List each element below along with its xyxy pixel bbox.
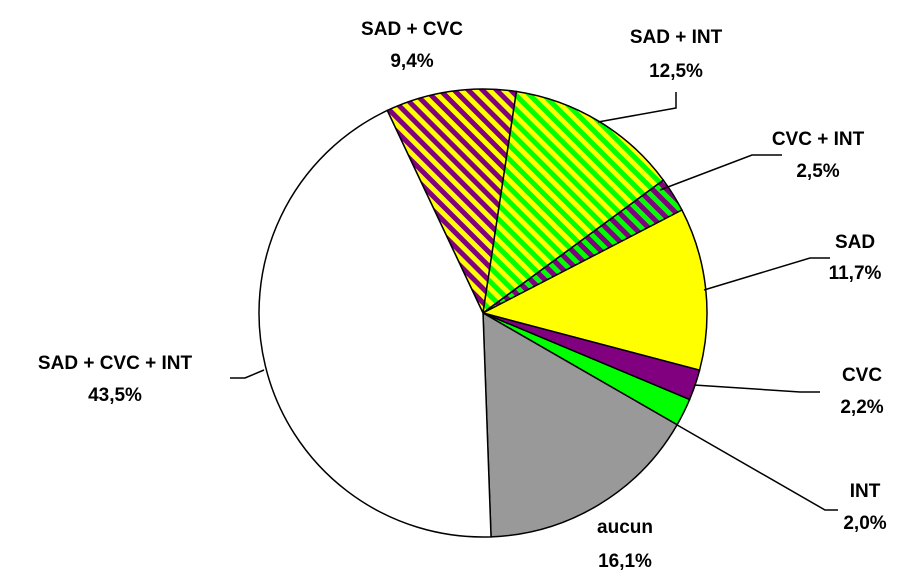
slice-label: SAD + INT	[630, 27, 723, 48]
slice-label: INT	[850, 481, 881, 502]
slice-value-label: 16,1%	[598, 551, 652, 572]
leader-line	[671, 421, 838, 511]
slice-label: SAD	[835, 232, 875, 253]
leader-line	[693, 384, 820, 393]
pie-slice	[258, 109, 492, 538]
slice-value-label: 43,5%	[88, 385, 142, 406]
slice-value-label: 2,5%	[796, 161, 839, 182]
slice-label: CVC + INT	[772, 129, 865, 150]
slice-value-label: 2,2%	[840, 397, 883, 418]
pie-slice	[480, 209, 708, 372]
slice-value-label: 11,7%	[829, 263, 882, 284]
leader-line	[597, 92, 677, 123]
slice-label: aucun	[597, 517, 653, 538]
slice-label: SAD + CVC	[361, 19, 463, 40]
slice-label: CVC	[842, 365, 882, 386]
pie-slice	[386, 88, 518, 316]
slice-value-label: 9,4%	[390, 51, 433, 72]
slice-label: SAD + CVC + INT	[38, 353, 193, 374]
slice-value-label: 2,0%	[843, 513, 886, 534]
pie-slice	[482, 311, 679, 538]
leader-line	[703, 257, 830, 291]
leader-line	[659, 154, 782, 191]
slice-value-label: 12,5%	[649, 61, 703, 82]
leader-line	[230, 369, 265, 379]
